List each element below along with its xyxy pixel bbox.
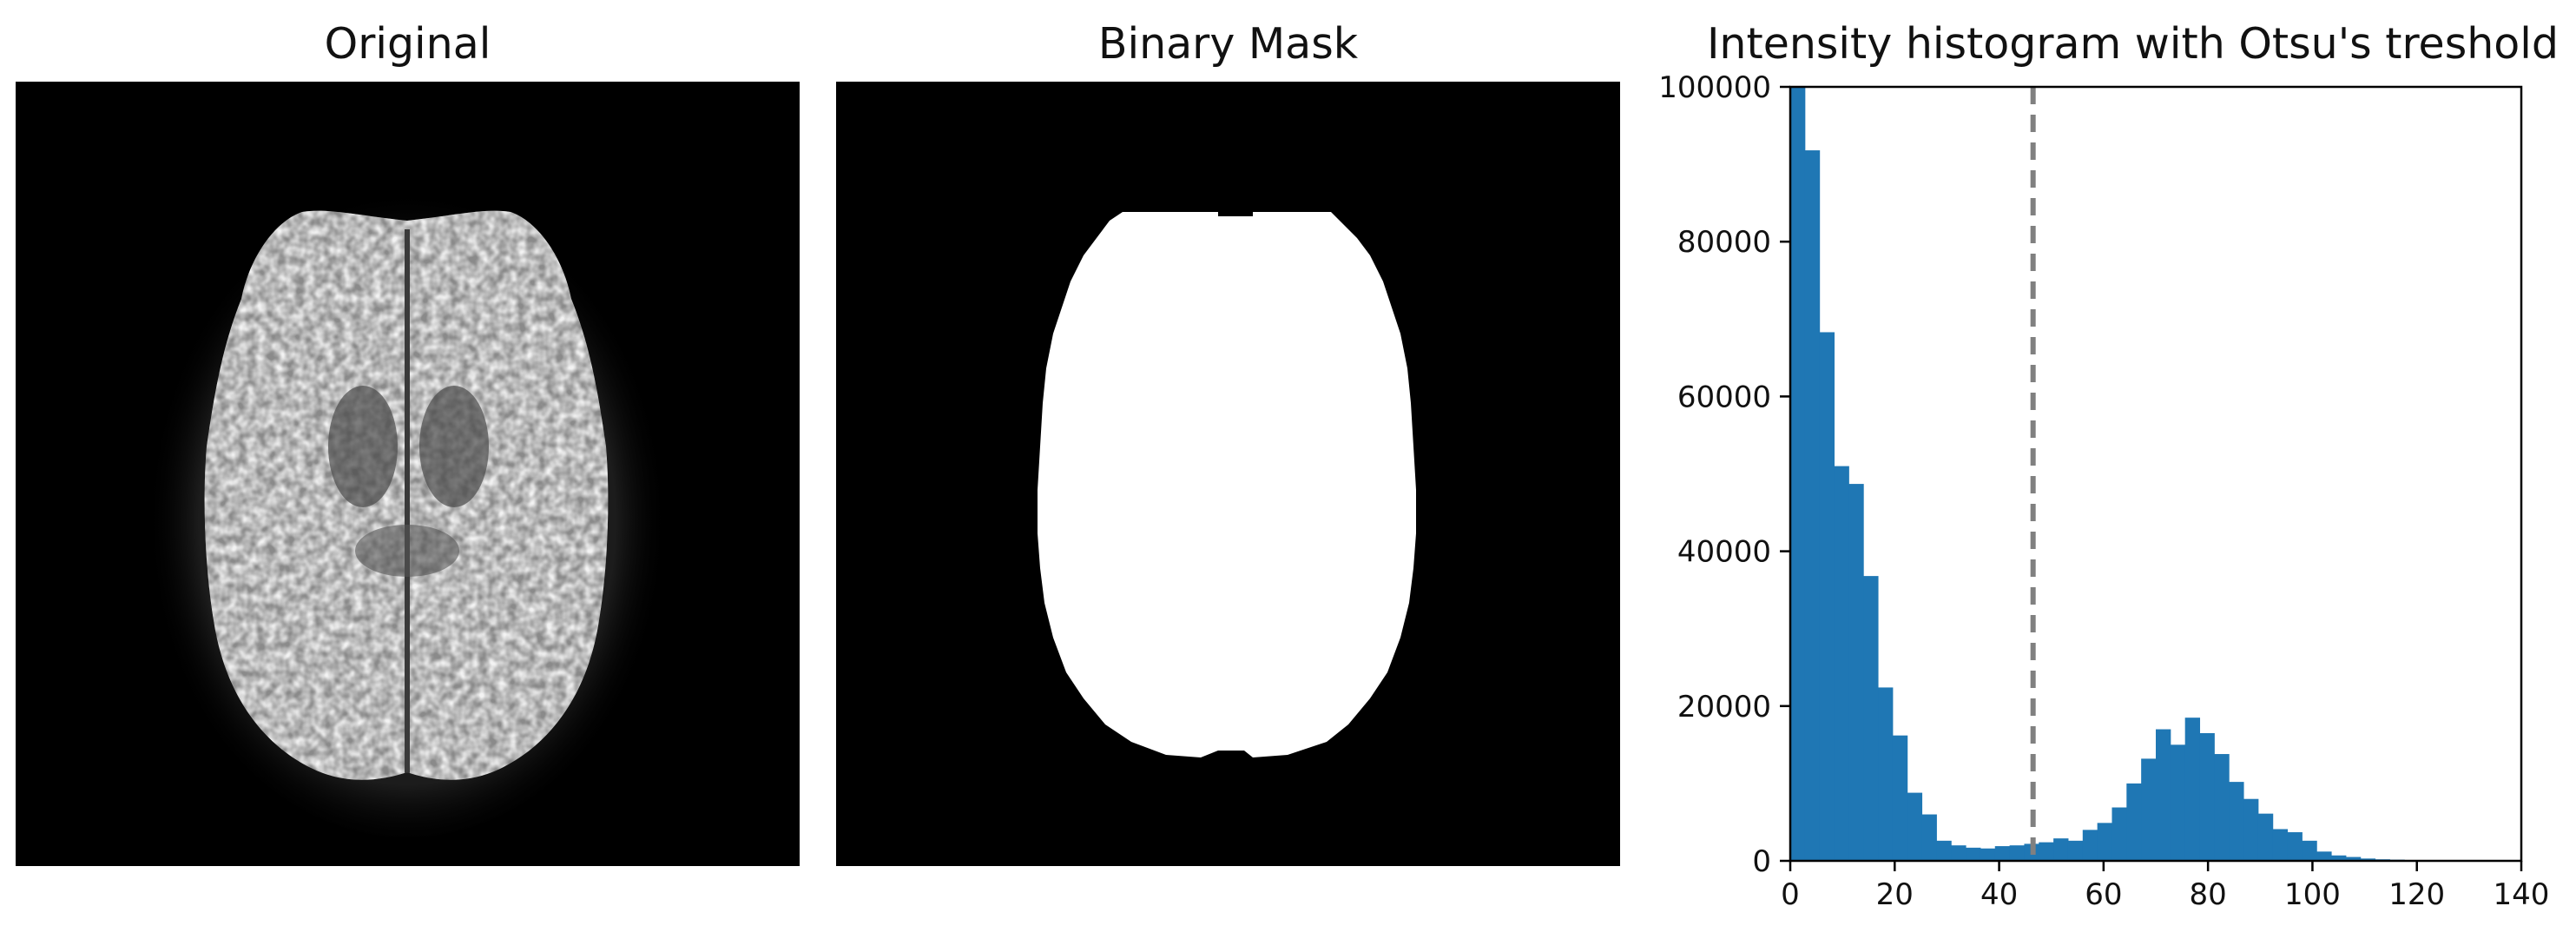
histogram-bar — [1848, 484, 1864, 861]
histogram-bar — [2345, 857, 2362, 861]
histogram-bar — [2272, 829, 2289, 861]
x-axis-ticks: 0 20 40 60 80 100 120 140 — [1781, 861, 2549, 912]
histogram-bar — [1892, 735, 1908, 861]
histogram-bar — [2067, 840, 2084, 861]
y-tick-label: 40000 — [1677, 535, 1771, 570]
y-tick-label: 80000 — [1677, 225, 1771, 260]
binary-mask-image — [836, 82, 1620, 866]
histogram-bar — [1790, 87, 1806, 861]
histogram-bar — [1907, 792, 1923, 861]
histogram-bar — [1936, 840, 1952, 861]
histogram-bar — [2257, 813, 2274, 861]
histogram-bar — [2302, 840, 2317, 861]
histogram-bar — [1834, 466, 1849, 861]
histogram-bar — [2287, 832, 2303, 861]
y-tick-label: 20000 — [1677, 690, 1771, 724]
histogram-bar — [2199, 732, 2215, 861]
histogram-bar — [2184, 718, 2201, 861]
histogram-bar — [2316, 851, 2332, 861]
histogram-bar — [1921, 814, 1937, 861]
histogram-bar — [1804, 150, 1821, 861]
mask-region — [1038, 212, 1416, 757]
histogram-bar — [2214, 754, 2230, 861]
histogram-bar — [1951, 845, 1967, 861]
x-tick-label: 40 — [1980, 877, 2018, 912]
histogram-bar — [2331, 855, 2347, 861]
x-tick-label: 0 — [1781, 877, 1800, 912]
histogram-axes-frame — [1789, 85, 2523, 863]
y-tick-label: 60000 — [1677, 380, 1771, 414]
original-title: Original — [324, 19, 491, 69]
histogram-bar — [2243, 798, 2259, 861]
x-tick-label: 20 — [1876, 877, 1914, 912]
x-tick-label: 100 — [2284, 877, 2341, 912]
y-axis-ticks: 0 20000 40000 60000 80000 100000 — [1658, 70, 1790, 879]
histogram-bar — [1878, 687, 1894, 861]
histogram-bar — [2039, 842, 2054, 861]
original-brain-image — [16, 82, 800, 866]
histogram-bar — [2156, 729, 2171, 861]
histogram-bars — [1790, 87, 2493, 861]
x-tick-label: 80 — [2190, 877, 2227, 912]
histogram-bar — [2053, 838, 2069, 861]
histogram-bar — [1819, 332, 1835, 861]
histogram-title: Intensity histogram with Otsu's treshold — [1706, 19, 2559, 69]
y-tick-label: 100000 — [1658, 70, 1771, 105]
histogram-bar — [2170, 744, 2186, 861]
histogram-bar — [1980, 848, 1996, 861]
x-tick-label: 120 — [2388, 877, 2445, 912]
histogram-bar — [2009, 845, 2025, 861]
x-tick-label: 140 — [2494, 877, 2550, 912]
histogram-bar — [2097, 823, 2112, 861]
histogram-bar — [2082, 830, 2098, 861]
histogram-bar — [2112, 807, 2127, 861]
histogram-bar — [2126, 783, 2142, 861]
y-tick-label: 0 — [1752, 844, 1771, 879]
histogram-bar — [1863, 576, 1879, 861]
mask-title: Binary Mask — [1097, 19, 1359, 69]
histogram-bar — [1966, 847, 1981, 861]
histogram-bar — [2360, 858, 2376, 861]
histogram-bar — [2141, 758, 2157, 861]
histogram-bar — [1994, 846, 2011, 861]
histogram-bar — [2229, 782, 2244, 861]
x-tick-label: 60 — [2085, 877, 2122, 912]
